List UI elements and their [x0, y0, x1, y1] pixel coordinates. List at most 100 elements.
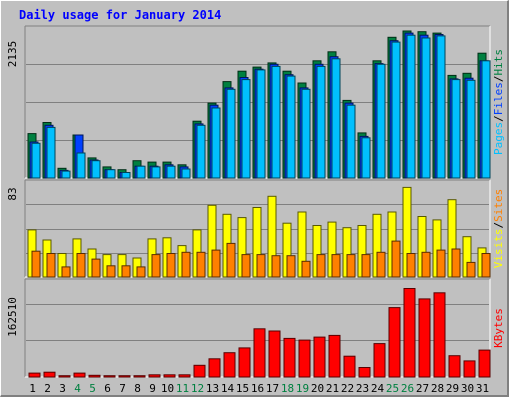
- bar-sites-day-7: [121, 265, 131, 278]
- bar-pages-day-5: [91, 160, 101, 179]
- x-tick-label-day-29: 29: [446, 382, 459, 395]
- x-tick-label-day-25: 25: [386, 382, 399, 395]
- bar-pages-day-10: [166, 165, 176, 179]
- x-tick-label-day-16: 16: [251, 382, 264, 395]
- bar-pages-day-3: [61, 170, 71, 179]
- bar-kbytes-day-8: [133, 375, 146, 378]
- bar-kbytes-day-29: [448, 355, 461, 378]
- legend-item-kbytes: KBytes: [492, 308, 505, 348]
- bar-sites-day-9: [151, 254, 161, 278]
- bar-kbytes-day-7: [118, 375, 131, 378]
- bar-pages-day-7: [121, 172, 131, 179]
- bar-kbytes-day-10: [163, 374, 176, 378]
- bar-sites-day-22: [346, 254, 356, 278]
- bar-pages-day-19: [301, 88, 311, 179]
- bar-kbytes-day-13: [208, 358, 221, 378]
- bar-pages-day-8: [136, 165, 146, 179]
- panel-visits_sites: 83 Visits/Sites: [6, 179, 505, 278]
- bar-kbytes-day-15: [238, 347, 251, 378]
- bar-sites-day-1: [31, 250, 41, 278]
- bar-pages-day-15: [241, 79, 251, 179]
- bar-kbytes-day-12: [193, 364, 206, 378]
- bar-kbytes-day-9: [148, 374, 161, 378]
- bar-kbytes-day-19: [298, 339, 311, 378]
- legend-separator: /: [492, 76, 505, 83]
- bar-pages-day-29: [451, 79, 461, 179]
- bar-sites-day-14: [226, 242, 236, 278]
- bar-pages-day-27: [421, 37, 431, 179]
- x-tick-label-day-20: 20: [311, 382, 324, 395]
- y-max-label: 162510: [6, 297, 19, 337]
- legend-kbytes: KBytes: [492, 308, 505, 348]
- legend-visits_sites: Visits/Sites: [492, 189, 505, 269]
- bar-pages-day-18: [286, 75, 296, 179]
- bar-kbytes-day-25: [388, 307, 401, 378]
- bar-pages-day-25: [391, 41, 401, 179]
- bar-kbytes-day-30: [463, 360, 476, 378]
- bar-pages-day-2: [46, 126, 56, 179]
- x-tick-label-day-3: 3: [59, 382, 66, 395]
- legend-item-visits: Visits: [492, 229, 505, 269]
- bar-sites-day-16: [256, 254, 266, 278]
- bar-kbytes-day-17: [268, 330, 281, 378]
- x-tick-label-day-13: 13: [206, 382, 219, 395]
- bar-kbytes-day-23: [358, 367, 371, 378]
- bar-kbytes-day-22: [343, 355, 356, 378]
- bar-kbytes-day-20: [313, 336, 326, 378]
- x-tick-label-day-14: 14: [221, 382, 235, 395]
- bar-sites-day-19: [301, 260, 311, 278]
- bar-kbytes-day-16: [253, 328, 266, 378]
- bar-sites-day-8: [136, 266, 146, 278]
- x-tick-label-day-18: 18: [281, 382, 294, 395]
- x-tick-label-day-2: 2: [44, 382, 51, 395]
- bar-pages-day-1: [31, 142, 41, 179]
- bar-pages-day-26: [406, 34, 416, 179]
- bar-kbytes-day-3: [58, 375, 71, 378]
- bar-pages-day-21: [331, 58, 341, 179]
- bar-sites-day-4: [76, 253, 86, 278]
- bar-sites-day-24: [376, 251, 386, 278]
- x-tick-label-day-24: 24: [371, 382, 385, 395]
- x-tick-label-day-15: 15: [236, 382, 249, 395]
- panel-kbytes: 162510 KBytes: [6, 278, 505, 378]
- bar-kbytes-day-11: [178, 374, 191, 378]
- x-tick-label-day-4: 4: [74, 382, 81, 395]
- bar-sites-day-26: [406, 253, 416, 278]
- bar-sites-day-10: [166, 253, 176, 278]
- bar-pages-day-13: [211, 107, 221, 179]
- x-tick-label-day-17: 17: [266, 382, 279, 395]
- bar-sites-day-17: [271, 255, 281, 278]
- bar-pages-day-31: [481, 60, 491, 179]
- x-tick-label-day-5: 5: [89, 382, 96, 395]
- bar-sites-day-25: [391, 240, 401, 278]
- x-tick-label-day-23: 23: [356, 382, 369, 395]
- bar-sites-day-18: [286, 255, 296, 278]
- legend-hits_files_pages: Pages/Files/Hits: [492, 49, 505, 155]
- x-tick-label-day-22: 22: [341, 382, 354, 395]
- bar-pages-day-30: [466, 79, 476, 179]
- legend-item-files: Files: [492, 82, 505, 115]
- bar-kbytes-day-31: [478, 349, 491, 378]
- x-tick-label-day-1: 1: [29, 382, 36, 395]
- bar-pages-day-12: [196, 124, 206, 179]
- bar-pages-day-20: [316, 65, 326, 179]
- bar-pages-day-16: [256, 69, 266, 179]
- bar-kbytes-day-6: [103, 375, 116, 378]
- bar-kbytes-day-26: [403, 288, 416, 378]
- bar-sites-day-12: [196, 251, 206, 278]
- x-tick-label-day-26: 26: [401, 382, 414, 395]
- bar-kbytes-day-28: [433, 292, 446, 378]
- bar-kbytes-day-2: [43, 371, 56, 378]
- x-tick-label-day-31: 31: [476, 382, 489, 395]
- legend-item-pages: Pages: [492, 122, 505, 155]
- x-tick-label-day-8: 8: [134, 382, 141, 395]
- bar-sites-day-31: [481, 253, 491, 278]
- bar-pages-day-6: [106, 169, 116, 179]
- bar-sites-day-21: [331, 254, 341, 278]
- bar-sites-day-5: [91, 258, 101, 278]
- bar-pages-day-23: [361, 137, 371, 179]
- legend-separator: /: [492, 115, 505, 122]
- bar-sites-day-6: [106, 265, 116, 278]
